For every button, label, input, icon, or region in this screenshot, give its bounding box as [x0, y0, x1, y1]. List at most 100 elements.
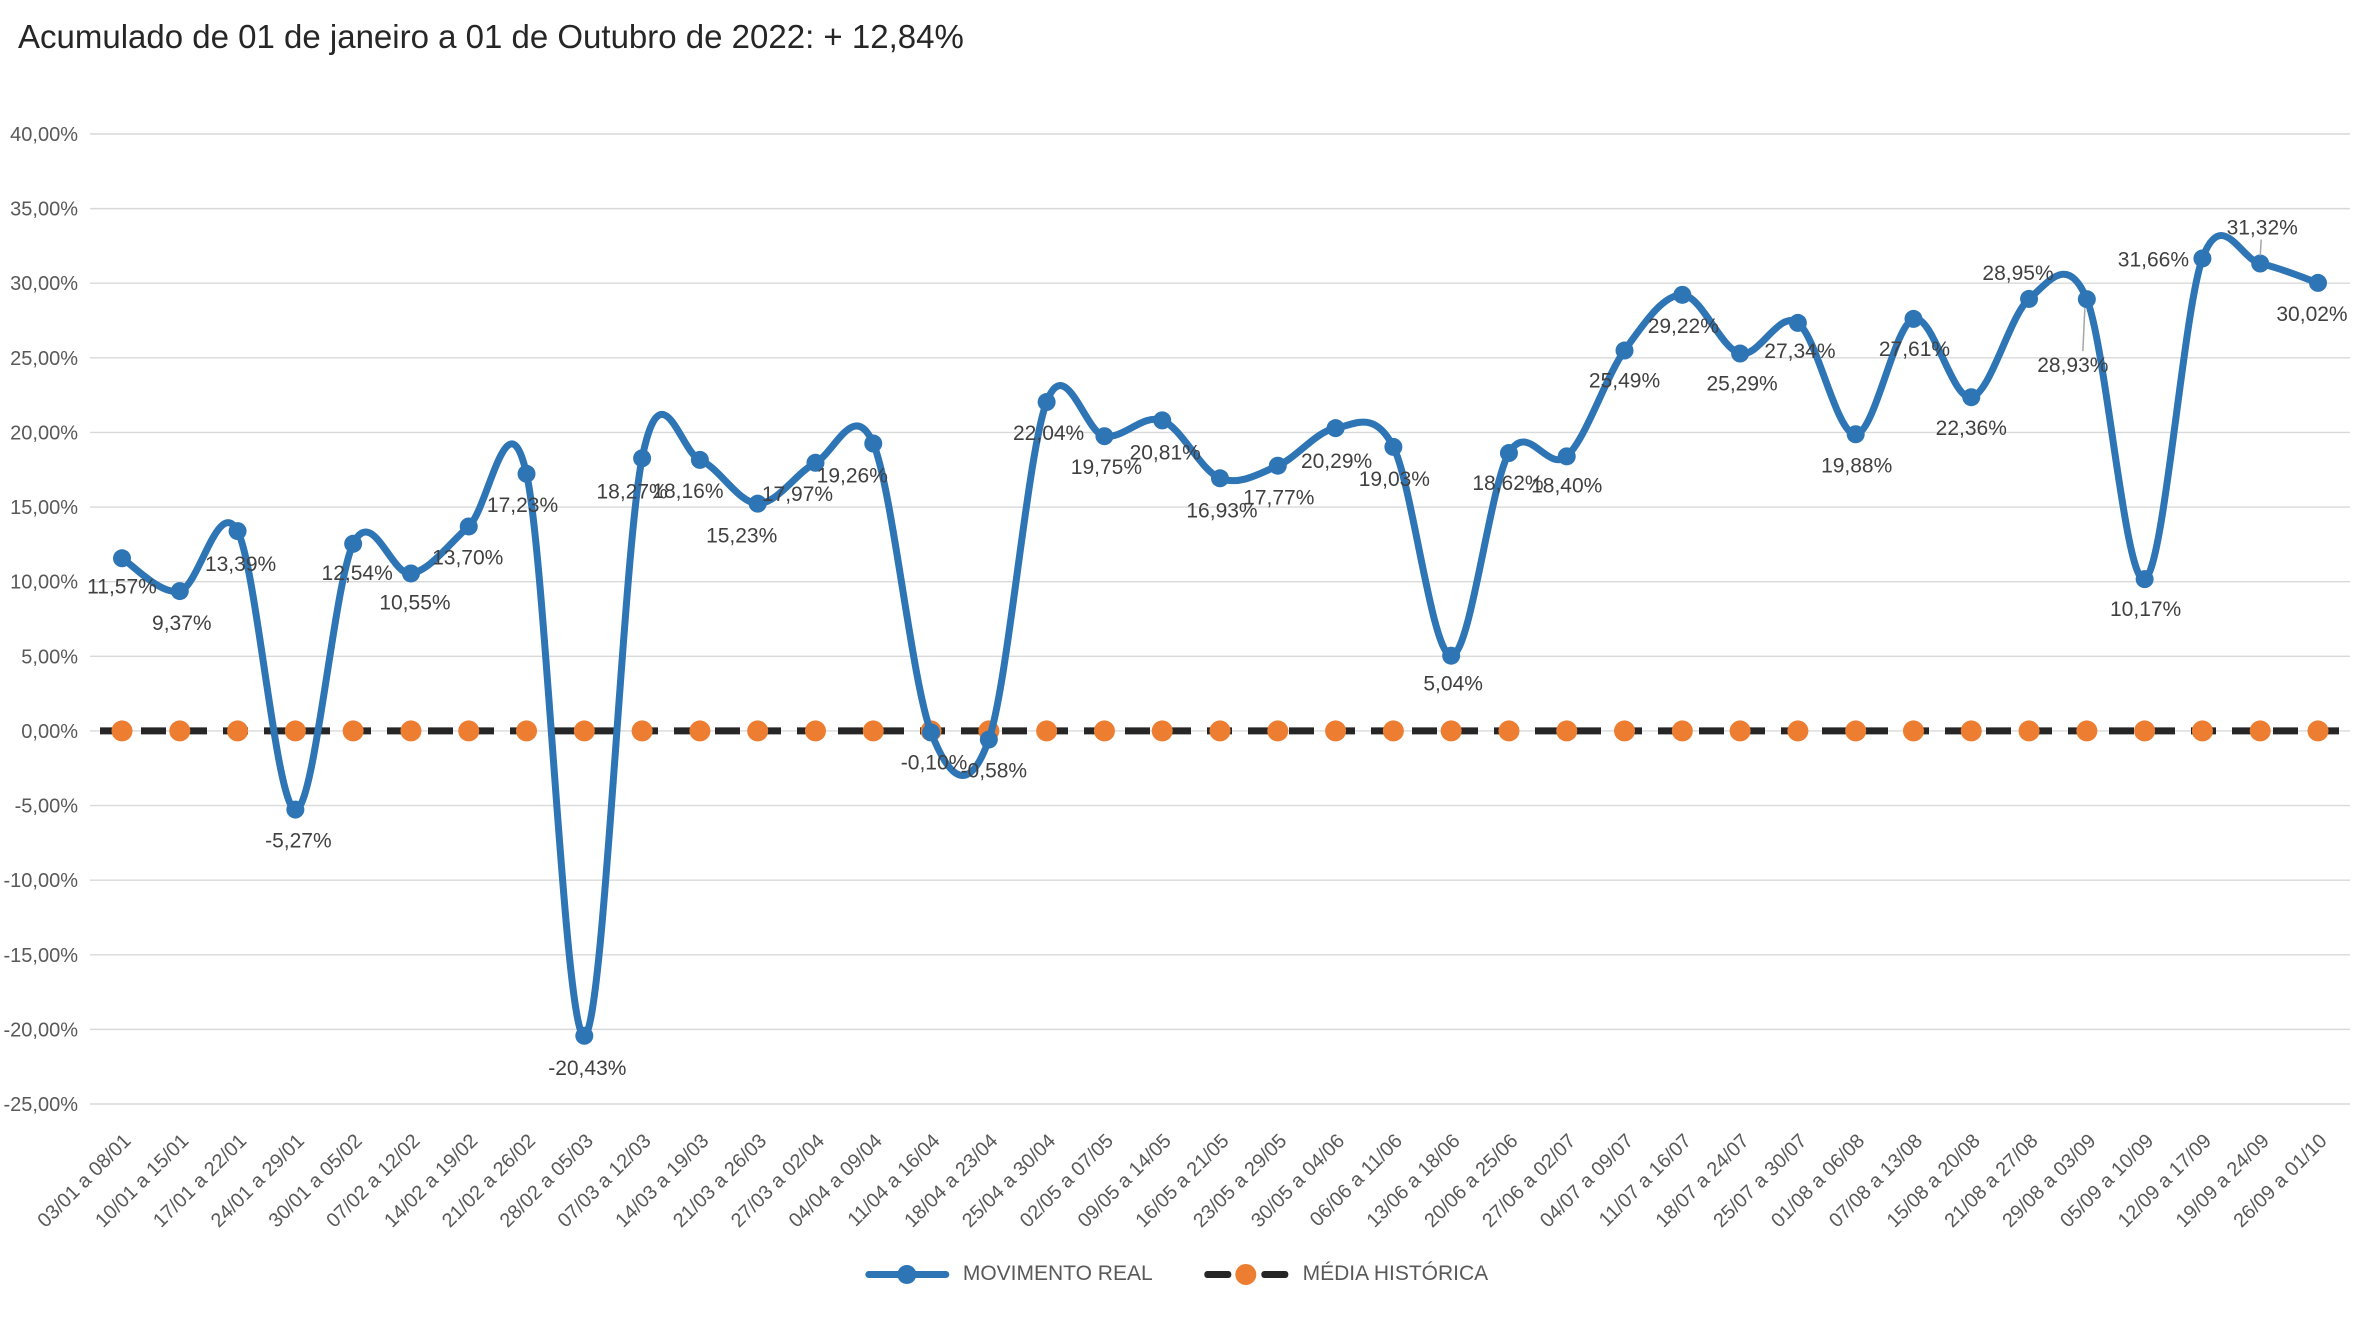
media-historica-marker — [2018, 720, 2040, 742]
y-axis-tick-label: -25,00% — [4, 1094, 79, 1116]
data-point-label: 19,26% — [817, 465, 888, 488]
data-point-label: 19,75% — [1071, 456, 1142, 479]
data-label-leader-line — [2082, 308, 2086, 352]
movimento-real-marker — [806, 453, 825, 472]
media-historica-marker — [2134, 720, 2156, 742]
media-historica-marker — [2076, 720, 2098, 742]
data-point-label: -20,43% — [548, 1057, 626, 1080]
movimento-real-marker — [633, 449, 652, 468]
media-historica-dash-marker-icon — [1204, 1264, 1289, 1285]
media-historica-marker — [1671, 720, 1693, 742]
y-axis-tick-label: 30,00% — [10, 273, 78, 295]
data-point-label: 28,93% — [2037, 354, 2108, 377]
movimento-real-marker — [1384, 437, 1403, 456]
movimento-real-marker — [1962, 388, 1981, 407]
media-historica-marker — [804, 720, 826, 742]
data-point-label: 30,02% — [2276, 303, 2347, 326]
movimento-real-marker — [575, 1026, 594, 1045]
data-point-label: 22,36% — [1936, 417, 2007, 440]
y-axis-tick-label: 0,00% — [21, 721, 78, 743]
data-point-label: 20,29% — [1301, 450, 1372, 473]
legend-item-movimento-real: MOVIMENTO REAL — [864, 1262, 1153, 1286]
movimento-real-marker — [1788, 313, 1807, 332]
media-historica-marker — [169, 720, 191, 742]
media-historica-marker — [747, 720, 769, 742]
movimento-real-marker — [517, 464, 536, 483]
data-point-label: 17,77% — [1243, 487, 1314, 510]
movimento-real-marker — [1499, 444, 1518, 463]
data-point-label: 13,70% — [432, 546, 503, 569]
data-point-label: 27,61% — [1879, 338, 1950, 361]
movimento-real-marker — [2135, 570, 2154, 589]
media-historica-marker — [1614, 720, 1636, 742]
chart-legend: MOVIMENTO REAL MÉDIA HISTÓRICA — [864, 1262, 1489, 1286]
data-point-label: 20,81% — [1130, 441, 1201, 464]
media-historica-marker — [400, 720, 422, 742]
movimento-real-line — [118, 232, 2322, 1040]
movimento-real-marker — [748, 494, 767, 513]
movimento-real-marker — [1326, 419, 1345, 438]
movimento-real-marker — [1615, 341, 1634, 360]
media-historica-marker — [862, 720, 884, 742]
movimento-real-marker — [2077, 290, 2096, 309]
movimento-real-marker — [170, 582, 189, 601]
data-point-label: -0,58% — [961, 760, 1028, 783]
y-axis-tick-label: 10,00% — [10, 572, 78, 594]
data-point-label: 25,29% — [1706, 373, 1777, 396]
data-point-label: -0,10% — [901, 751, 968, 774]
legend-label-media-historica: MÉDIA HISTÓRICA — [1302, 1262, 1489, 1285]
media-historica-marker — [516, 720, 538, 742]
data-point-label: 25,49% — [1589, 370, 1660, 393]
media-historica-marker — [1209, 720, 1231, 742]
movimento-real-marker — [286, 800, 305, 819]
media-historica-marker — [1382, 720, 1404, 742]
media-historica-marker — [689, 720, 711, 742]
media-historica-marker — [1845, 720, 1867, 742]
movimento-real-marker — [1037, 393, 1056, 412]
y-axis-tick-label: -10,00% — [4, 870, 79, 892]
data-point-label: 5,04% — [1423, 673, 1483, 696]
media-historica-marker — [2307, 720, 2329, 742]
y-axis-tick-label: 35,00% — [10, 199, 78, 221]
data-point-label: 17,23% — [487, 494, 558, 517]
y-axis-tick-label: 40,00% — [10, 124, 78, 146]
movimento-real-marker — [2251, 254, 2270, 273]
data-point-label: 31,66% — [2118, 248, 2189, 271]
y-axis-tick-label: 5,00% — [21, 646, 78, 668]
media-historica-marker — [1151, 720, 1173, 742]
movimento-real-marker — [2193, 249, 2212, 268]
media-historica-marker — [1729, 720, 1751, 742]
data-point-label: 16,93% — [1186, 499, 1257, 522]
legend-item-media-historica: MÉDIA HISTÓRICA — [1204, 1262, 1489, 1286]
media-historica-marker — [111, 720, 133, 742]
movimento-real-marker — [1268, 456, 1287, 475]
data-point-label: 22,04% — [1013, 422, 1084, 445]
legend-label-movimento-real: MOVIMENTO REAL — [962, 1262, 1153, 1285]
movimento-real-marker — [1153, 411, 1172, 430]
data-point-label: 27,34% — [1764, 340, 1835, 363]
data-point-label: 11,57% — [87, 575, 157, 598]
data-point-label: -5,27% — [265, 830, 332, 853]
data-point-label: 31,32% — [2227, 217, 2298, 240]
movimento-real-marker — [979, 730, 998, 749]
movimento-real-line-marker-icon — [864, 1264, 949, 1284]
y-axis-tick-label: -15,00% — [4, 945, 79, 967]
media-historica-marker — [1036, 720, 1058, 742]
y-axis-tick-label: 25,00% — [10, 348, 78, 370]
data-point-label: 9,37% — [152, 612, 212, 635]
media-historica-marker — [631, 720, 653, 742]
data-point-label: 29,22% — [1648, 315, 1719, 338]
movimento-real-marker — [864, 434, 883, 453]
media-historica-marker — [284, 720, 306, 742]
movimento-real-marker — [922, 723, 941, 742]
media-historica-marker — [1440, 720, 1462, 742]
y-axis-tick-label: 20,00% — [10, 422, 78, 444]
movimento-real-marker — [1731, 344, 1750, 363]
data-point-label: 12,54% — [322, 562, 393, 585]
media-historica-marker — [1325, 720, 1347, 742]
movimento-real-marker — [228, 522, 247, 541]
movimento-real-marker — [1904, 309, 1923, 328]
movimento-real-marker — [1557, 447, 1576, 466]
